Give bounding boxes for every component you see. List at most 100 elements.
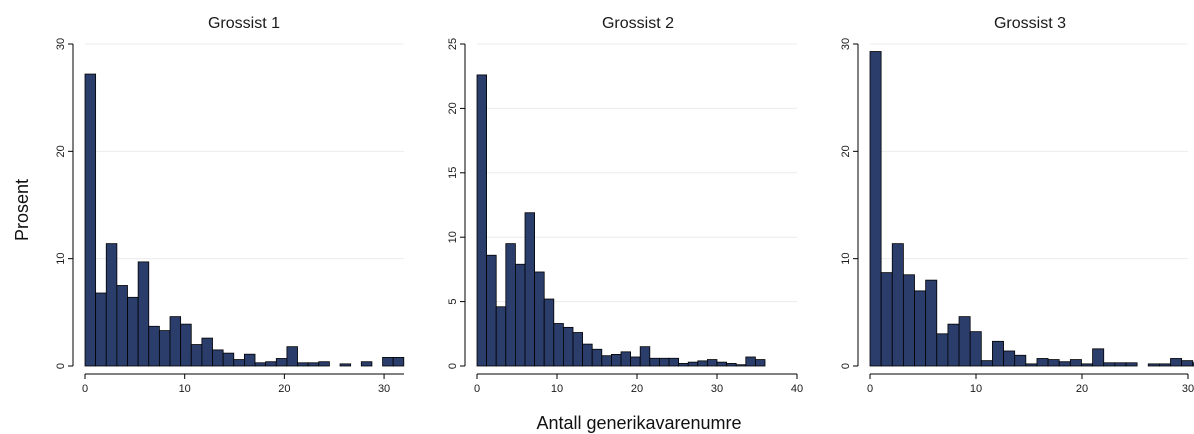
- histogram-bar: [936, 333, 949, 367]
- histogram-bar: [591, 348, 603, 367]
- histogram-bar: [563, 326, 574, 367]
- panel-title: Grossist 1: [208, 15, 280, 32]
- histogram-bar: [534, 271, 545, 367]
- y-tick-label: 0: [447, 363, 459, 369]
- histogram-bar: [697, 360, 708, 367]
- histogram-bar: [543, 298, 555, 367]
- x-tick-label: 0: [867, 383, 873, 395]
- histogram-bar: [969, 331, 982, 367]
- histogram-bar: [297, 362, 309, 367]
- x-tick-label: 20: [631, 383, 643, 395]
- histogram-bar: [286, 346, 298, 367]
- histogram-bar: [880, 272, 893, 367]
- y-tick-label: 15: [447, 167, 459, 179]
- histogram-bar: [958, 316, 971, 367]
- x-tick-label: 10: [179, 383, 191, 395]
- histogram-bar: [339, 363, 352, 367]
- y-tick-label: 20: [840, 145, 852, 157]
- histogram-bar: [716, 361, 728, 367]
- x-tick-label: 10: [970, 383, 982, 395]
- histogram-bar: [553, 323, 564, 367]
- histogram-bar: [265, 361, 277, 367]
- histogram-bar: [486, 254, 497, 367]
- histogram-bar: [891, 243, 904, 367]
- histogram-bar: [611, 354, 622, 367]
- histogram-bar: [116, 285, 128, 367]
- histogram-bar: [678, 363, 689, 367]
- x-tick-label: 0: [474, 383, 480, 395]
- histogram-bar: [992, 340, 1004, 367]
- histogram-bar: [582, 343, 593, 367]
- histogram-bar: [318, 361, 330, 367]
- histogram-bar: [735, 364, 747, 367]
- panel-2: 0 5 10 15 20 25 0 10 20 30 40 Grossist 2: [447, 15, 803, 395]
- x-tick-label: 10: [551, 383, 563, 395]
- panel-title: Grossist 3: [994, 15, 1066, 32]
- x-tick-label: 30: [378, 383, 390, 395]
- histogram-bar: [1192, 362, 1194, 367]
- x-tick-label: 20: [1076, 383, 1088, 395]
- histogram-bar: [158, 330, 171, 367]
- histogram-bar: [687, 361, 699, 367]
- y-tick-label: 10: [840, 253, 852, 265]
- histogram-bar: [495, 306, 507, 367]
- histogram-bar: [275, 358, 288, 367]
- histogram-bar: [180, 323, 192, 367]
- histogram-bar: [1158, 363, 1171, 367]
- histogram-bar: [95, 292, 107, 367]
- panel-1: 0 10 20 30 0 10 20 30 Grossist 1: [55, 15, 405, 395]
- histogram-bar: [233, 359, 245, 367]
- histogram-bar: [659, 357, 670, 367]
- histogram-bar: [630, 356, 641, 367]
- histogram-bar: [212, 349, 224, 367]
- x-tick-label: 0: [82, 383, 88, 395]
- histogram-bar: [169, 316, 182, 367]
- histogram-bar: [148, 325, 160, 367]
- histogram-bar: [84, 73, 97, 367]
- histogram-bar: [755, 359, 766, 367]
- x-tick-label: 40: [791, 383, 803, 395]
- histogram-bar: [1092, 348, 1105, 367]
- y-tick-label: 10: [55, 253, 67, 265]
- y-tick-label: 20: [55, 145, 67, 157]
- histogram-bar: [105, 243, 118, 367]
- x-tick-label: 20: [278, 383, 290, 395]
- histogram-bar: [254, 362, 267, 367]
- histogram-bar: [1114, 362, 1127, 367]
- y-tick-label: 0: [840, 363, 852, 369]
- histogram-bar: [382, 357, 394, 367]
- histogram-bar: [222, 352, 235, 367]
- histogram-bar: [1036, 358, 1049, 367]
- histogram-bar: [869, 51, 882, 367]
- y-tick-label: 20: [447, 102, 459, 114]
- histogram-bar: [707, 359, 718, 367]
- histogram-bar: [1147, 363, 1160, 367]
- histogram-bar: [392, 357, 405, 367]
- panel-title: Grossist 2: [602, 15, 674, 32]
- y-tick-label: 5: [447, 299, 459, 305]
- histogram-bar: [601, 355, 612, 367]
- histogram-bar: [201, 337, 213, 367]
- histogram-bar: [505, 243, 516, 367]
- y-tick-label: 30: [840, 38, 852, 50]
- histogram-bar: [572, 332, 584, 367]
- histogram-bar: [1103, 362, 1116, 367]
- histogram-bar: [1081, 363, 1093, 367]
- histogram-bar: [515, 263, 526, 367]
- histogram-bar: [1014, 354, 1027, 367]
- histogram-bar: [1047, 359, 1060, 367]
- histogram-bar: [524, 212, 536, 367]
- histogram-bar: [244, 353, 256, 367]
- histogram-bar: [360, 361, 373, 367]
- x-tick-label: 30: [1182, 383, 1194, 395]
- y-tick-label: 25: [447, 38, 459, 50]
- histogram-bar: [914, 290, 927, 367]
- histogram-bar: [639, 346, 651, 367]
- x-tick-label: 30: [711, 383, 723, 395]
- histogram-bar: [1069, 359, 1082, 367]
- histogram-bar: [668, 357, 680, 367]
- histogram-bar: [649, 357, 660, 367]
- histogram-bar: [980, 360, 993, 367]
- histogram-bar: [1170, 358, 1183, 367]
